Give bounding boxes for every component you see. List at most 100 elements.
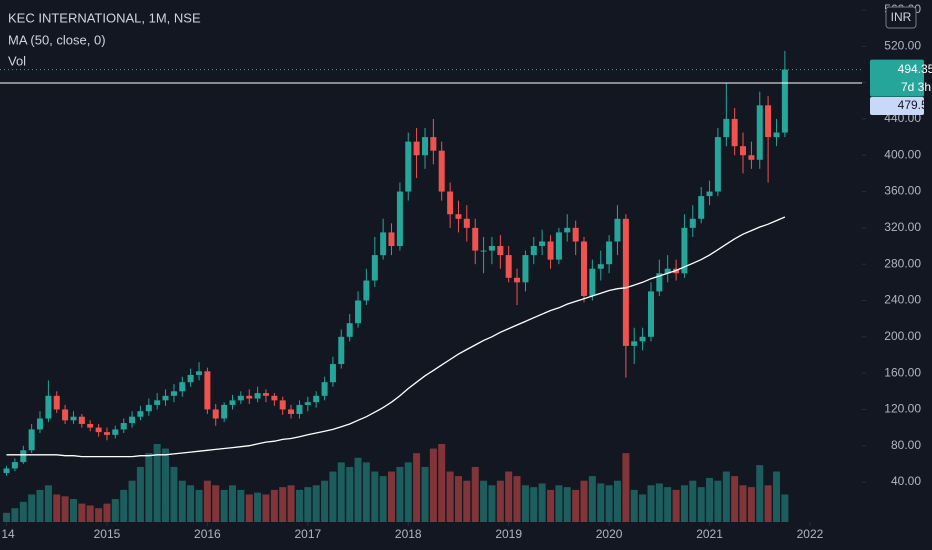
candle-body <box>731 118 738 147</box>
y-tick-label: 240.00 <box>884 293 921 307</box>
volume-bar <box>547 489 555 522</box>
volume-bar <box>622 453 630 522</box>
candle-body <box>304 402 311 405</box>
candle-body <box>664 268 671 274</box>
volume-bar <box>463 480 471 522</box>
candle-body <box>614 218 621 242</box>
candle-body <box>20 450 27 463</box>
candle-body <box>204 371 211 410</box>
candle-body <box>221 404 228 419</box>
x-tick-label: 2020 <box>596 527 623 541</box>
candle-body <box>355 300 362 324</box>
volume-bar <box>178 480 186 522</box>
candle-body <box>229 400 236 405</box>
volume-bar <box>421 466 429 522</box>
candle-body <box>321 382 328 396</box>
candle-body <box>698 196 705 219</box>
y-tick-label: 40.00 <box>891 474 921 488</box>
candle-body <box>405 141 412 192</box>
candle-body <box>329 364 336 383</box>
volume-bar <box>321 480 329 522</box>
volume-bar <box>36 489 44 522</box>
volume-bar <box>53 494 61 522</box>
volume-bar <box>362 462 370 522</box>
candle-body <box>388 232 395 247</box>
volume-bar <box>270 489 278 522</box>
candle-body <box>170 391 177 396</box>
y-tick-label: 160.00 <box>884 365 921 379</box>
x-tick-label: 2019 <box>495 527 522 541</box>
volume-bar <box>3 512 11 522</box>
volume-bar <box>212 485 220 522</box>
x-tick-label: 2015 <box>94 527 121 541</box>
volume-bar <box>103 503 111 522</box>
volume-bar <box>781 494 789 522</box>
volume-bar <box>95 508 103 522</box>
price-layer <box>0 50 862 476</box>
volume-bar <box>513 476 521 522</box>
volume-bar <box>572 489 580 522</box>
volume-bar <box>530 487 538 522</box>
volume-bar <box>429 448 437 522</box>
volume-bar <box>354 457 362 522</box>
candle-body <box>689 218 696 228</box>
candle-body <box>606 241 613 265</box>
volume-bar <box>379 476 387 522</box>
candle-body <box>472 227 479 251</box>
candle-body <box>11 462 18 469</box>
volume-bar <box>61 496 69 522</box>
volume-bar <box>187 485 195 522</box>
volume-bar <box>438 444 446 522</box>
currency-label: INR <box>891 10 912 24</box>
candle-body <box>622 218 629 346</box>
candle-body <box>430 137 437 151</box>
candle-body <box>488 246 495 251</box>
x-tick-label: 2017 <box>294 527 321 541</box>
countdown-label: 7d 3h <box>901 80 931 94</box>
volume-bar <box>706 477 714 522</box>
x-tick-label: 2016 <box>194 527 221 541</box>
candle-body <box>120 423 127 430</box>
y-tick-label: 200.00 <box>884 329 921 343</box>
last-price-box <box>870 59 924 97</box>
candle-body <box>656 273 663 292</box>
volume-bar <box>279 487 287 522</box>
volume-legend: Vol <box>8 53 26 68</box>
volume-bar <box>613 480 621 522</box>
candle-body <box>505 255 512 278</box>
volume-bar <box>70 499 78 522</box>
candle-body <box>396 191 403 247</box>
volume-bar <box>471 466 479 522</box>
candle-body <box>572 227 579 242</box>
y-tick-label: 360.00 <box>884 184 921 198</box>
y-tick-label: 520.00 <box>884 38 921 52</box>
volume-bar <box>28 494 36 522</box>
candle-body <box>748 155 755 160</box>
volume-bar <box>647 485 655 522</box>
volume-bar <box>555 485 563 522</box>
volume-bar <box>731 476 739 522</box>
candle-body <box>589 268 596 296</box>
candle-body <box>371 255 378 281</box>
candle-body <box>463 218 470 228</box>
volume-bar <box>220 489 228 522</box>
volume-bar <box>413 453 421 522</box>
volume-bar <box>714 480 722 522</box>
volume-bar <box>295 489 303 522</box>
candle-body <box>514 277 521 283</box>
candle-body <box>271 395 278 401</box>
price-line-box <box>870 97 924 116</box>
volume-bar <box>588 476 596 522</box>
candle-body <box>739 146 746 156</box>
volume-bar <box>747 487 755 522</box>
candle-body <box>3 468 10 473</box>
volume-bar <box>756 465 764 522</box>
candle-body <box>145 404 152 412</box>
candle-body <box>78 416 85 424</box>
candle-body <box>597 264 604 269</box>
volume-bar <box>145 453 153 522</box>
volume-bar <box>237 489 245 522</box>
candle-body <box>36 418 43 430</box>
volume-bar <box>78 503 86 522</box>
